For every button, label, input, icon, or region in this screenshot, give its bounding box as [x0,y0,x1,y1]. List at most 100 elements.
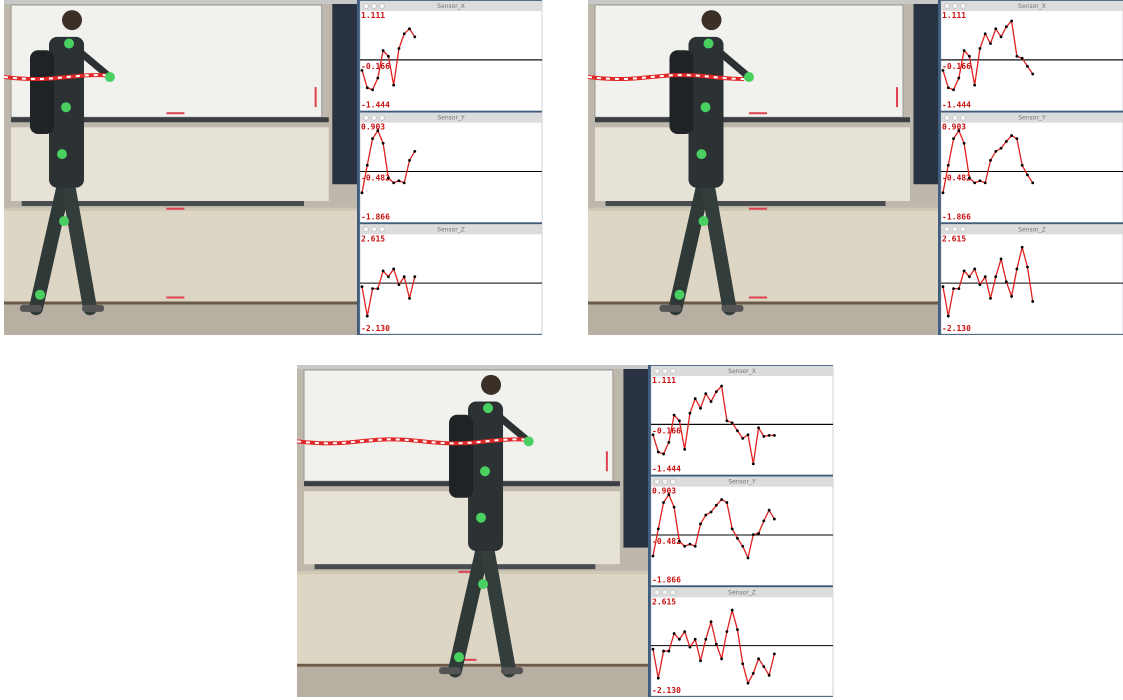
leg [700,177,737,316]
axis-label: -0.482 [652,537,681,546]
signal-point [957,287,961,291]
window-button [363,114,369,121]
signal-point [371,287,374,291]
signal-point [662,501,665,504]
signal-point [672,505,676,509]
signal-line [652,607,776,685]
lower-tray [21,201,305,206]
axis-label: 2.615 [652,597,676,606]
window-button [371,114,377,121]
window-button [662,478,668,485]
signal-point [392,267,396,271]
window-title-bar [651,366,833,376]
signal-point [751,462,755,466]
signal-point [967,176,971,180]
joint-marker [696,149,707,160]
signal-point [989,42,992,45]
window-button [363,3,369,9]
axis-label: -1.444 [652,465,681,474]
shoe [20,304,43,312]
signal-point [757,657,760,661]
signal-point [962,269,966,273]
title-strip [4,0,357,4]
signal-point [1015,267,1019,271]
signal-point [751,533,755,537]
signal-point [973,181,977,185]
signal-point [730,608,734,612]
red-mark [166,112,185,115]
axis-label: -1.866 [652,575,681,584]
shoe [659,304,682,312]
signal-point [693,397,697,401]
shoe [82,304,105,312]
signal-point [688,411,692,415]
signal-point [365,314,369,318]
joint-marker [61,102,72,113]
window-title-bar [941,224,1123,235]
signal-point [392,83,396,87]
joint-marker [57,149,68,160]
signal-point [413,35,417,39]
window-title: Sensor_Z [437,226,465,233]
signal-point [762,434,766,438]
axis-label: -0.166 [652,426,681,435]
signal-point [1031,300,1035,303]
sensor-window [359,112,543,223]
axis-label: 0.903 [942,123,966,132]
signal-point [767,433,771,437]
signal-point [381,141,385,145]
joint-marker [476,512,487,523]
signal-point [757,426,760,430]
window-title: Sensor_Y [1018,115,1046,122]
head [481,374,502,395]
video-frame [296,365,648,697]
axis-label: -1.866 [942,212,971,221]
signal-point [397,47,401,50]
sensor-window [359,224,543,335]
signal-point [381,269,385,273]
signal-point [973,267,977,271]
axis-label: 1.111 [942,11,966,20]
signal-point [941,285,945,289]
signal-point [360,191,364,195]
signal-point [667,493,671,496]
sensor-window [650,587,834,697]
signal-point [989,296,992,300]
signal-point [767,508,771,512]
window-button [944,114,950,121]
signal-point [651,554,655,558]
window-title-bar [941,112,1123,123]
window-button [960,3,966,9]
torso [49,36,85,188]
joint-marker [744,72,754,83]
signal-point [365,86,369,90]
signal-point [978,179,982,183]
title-strip [297,365,648,369]
signal-point [688,542,692,546]
signal-point [386,54,390,58]
signal-point [746,433,750,437]
signal-point [736,628,739,632]
joint-marker [64,38,75,49]
signal-point [1010,294,1014,298]
torso [468,401,504,551]
signal-point [978,283,982,287]
signal-point [371,137,374,141]
signal-point [736,429,739,433]
sensor-window [650,476,834,586]
axis-label: 2.615 [361,234,385,243]
signal-point [413,275,417,279]
lower-board [304,491,620,565]
signal-point [730,527,734,531]
signal-point [772,652,776,656]
window-title-bar [651,587,833,598]
window-button [654,589,660,596]
lower-tray [314,564,596,570]
joint-marker [478,579,489,590]
window-button [662,589,668,596]
signal-point [699,406,702,410]
window-title-bar [360,224,542,235]
signal-point [1020,56,1024,60]
video-frame [3,0,357,335]
signal-point [946,314,950,318]
